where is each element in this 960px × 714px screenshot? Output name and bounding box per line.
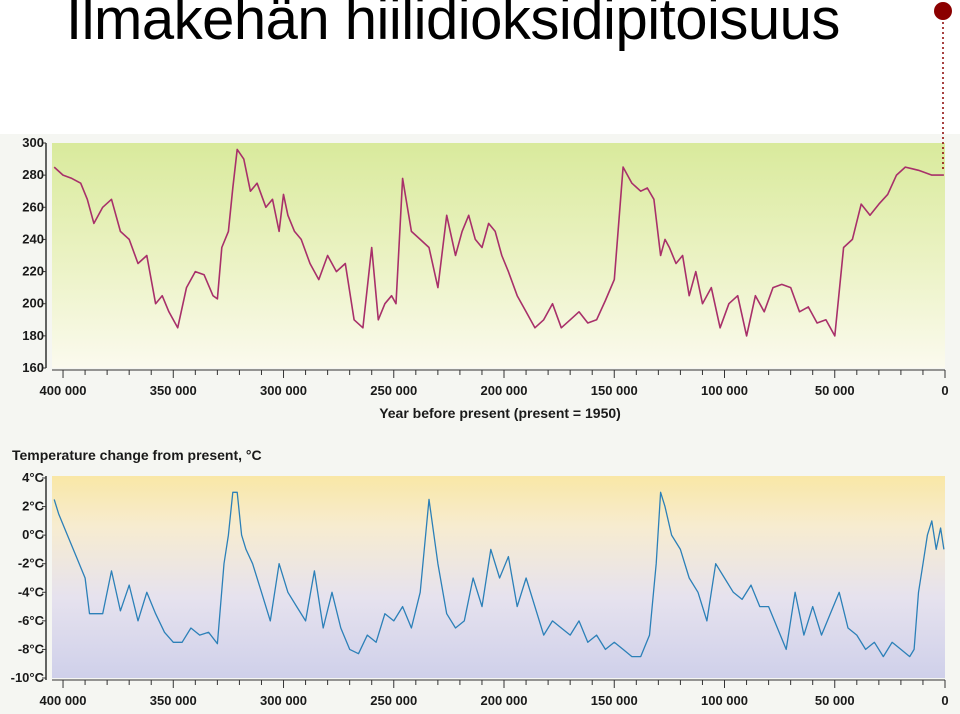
co2-x-tick-label-8: 0 [941, 383, 948, 398]
temperature-x-tick-label-8: 0 [941, 693, 948, 708]
temperature-x-tick-label-5: 150 000 [591, 693, 638, 708]
co2-y-tick-label-6: 280 [22, 167, 44, 182]
slide-title: Ilmakehän hiilidioksidipitoisuus [66, 0, 840, 52]
temperature-y-tick-label-4: -4°C [18, 584, 45, 599]
temperature-y-tick-label-5: -6°C [18, 613, 45, 628]
co2-x-tick-label-4: 200 000 [481, 383, 528, 398]
temperature-panel-title: Temperature change from present, °C [12, 447, 262, 463]
co2-y-tick-label-0: 160 [22, 360, 44, 375]
temperature-x-tick-label-1: 350 000 [150, 693, 197, 708]
co2-x-tick-label-5: 150 000 [591, 383, 638, 398]
co2-plot-area [52, 143, 945, 368]
co2-x-tick-label-3: 250 000 [370, 383, 417, 398]
co2-x-tick-label-1: 350 000 [150, 383, 197, 398]
temperature-y-tick-label-7: -10°C [11, 670, 45, 685]
accent-dot [934, 2, 952, 20]
temperature-x-tick-label-2: 300 000 [260, 693, 307, 708]
co2-x-axis-title: Year before present (present = 1950) [379, 405, 621, 421]
temperature-x-tick-label-3: 250 000 [370, 693, 417, 708]
temperature-y-tick-label-1: 2°C [22, 499, 44, 514]
temperature-x-tick-label-7: 50 000 [815, 693, 855, 708]
co2-y-tick-label-7: 300 [22, 135, 44, 150]
temperature-y-tick-label-0: 4°C [22, 470, 44, 485]
co2-y-tick-label-5: 260 [22, 199, 44, 214]
co2-y-tick-label-2: 200 [22, 296, 44, 311]
co2-x-tick-label-7: 50 000 [815, 383, 855, 398]
temperature-x-tick-label-0: 400 000 [40, 693, 87, 708]
temperature-line [53, 491, 945, 658]
temperature-y-tick-label-6: -8°C [18, 641, 45, 656]
co2-x-tick-label-6: 100 000 [701, 383, 748, 398]
co2-line [53, 148, 944, 337]
co2-x-tick-label-2: 300 000 [260, 383, 307, 398]
temperature-x-tick-label-4: 200 000 [481, 693, 528, 708]
co2-y-tick-label-1: 180 [22, 328, 44, 343]
temperature-plot-area [52, 476, 945, 678]
temperature-y-tick-label-2: 0°C [22, 527, 44, 542]
temperature-panel: Temperature change from present, °C 4°C 2… [11, 447, 949, 708]
co2-y-tick-label-3: 220 [22, 264, 44, 279]
co2-x-tick-label-0: 400 000 [40, 383, 87, 398]
co2-panel: 160 180 200 220 240 260 280 300 400 000 350 000 3… [22, 135, 948, 421]
co2-y-tick-label-4: 240 [22, 231, 44, 246]
temperature-x-tick-label-6: 100 000 [701, 693, 748, 708]
temperature-y-tick-label-3: -2°C [18, 556, 45, 571]
